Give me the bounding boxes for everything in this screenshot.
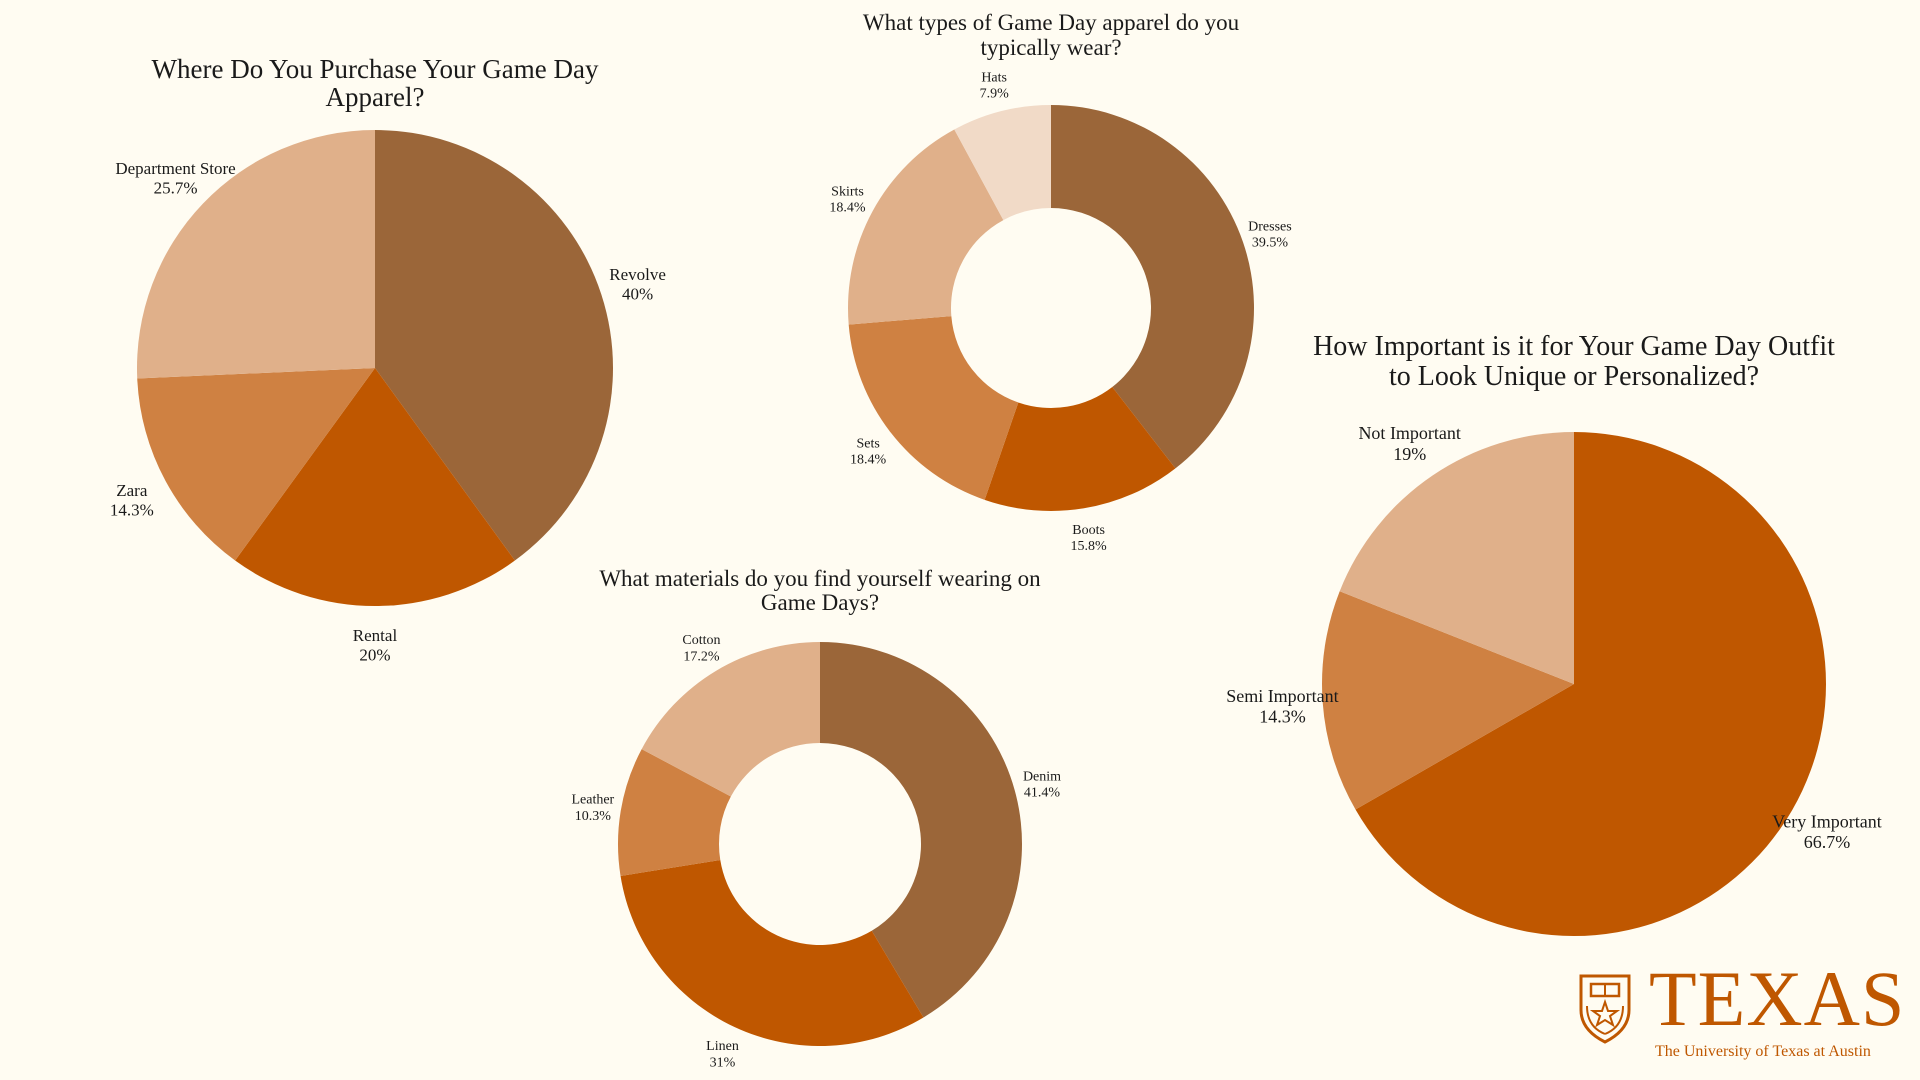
slice-label: Very Important	[1772, 811, 1881, 831]
slice-label: Boots	[1072, 523, 1105, 538]
ut-austin-logo: TEXAS The University of Texas at Austin	[1575, 960, 1905, 1068]
slice-value-label: 15.8%	[1071, 539, 1108, 554]
slice-value-label: 10.3%	[575, 809, 612, 824]
slice-label: Linen	[706, 1039, 739, 1054]
slice-leather	[618, 749, 731, 876]
chart-title-line: Apparel?	[326, 82, 425, 112]
purchase-location-pie-chart: Where Do You Purchase Your Game DayAppar…	[110, 54, 666, 665]
slice-hats	[954, 105, 1051, 221]
slice-label: Zara	[116, 481, 148, 500]
slice-very-important	[1355, 432, 1827, 937]
slice-value-label: 39.5%	[1252, 236, 1289, 251]
slice-cotton	[641, 642, 820, 797]
slice-label: Skirts	[831, 184, 864, 199]
chart-title-line: What materials do you find yourself wear…	[599, 566, 1041, 591]
slice-rental	[235, 368, 515, 606]
slice-label: Not Important	[1358, 423, 1460, 443]
chart-title-line: Where Do You Purchase Your Game Day	[152, 54, 599, 84]
chart-title-line: to Look Unique or Personalized?	[1389, 361, 1759, 392]
slice-label: Denim	[1023, 769, 1061, 784]
materials-donut-chart: What materials do you find yourself wear…	[571, 566, 1061, 1070]
slice-semi-important	[1322, 591, 1574, 810]
uniqueness-importance-pie-chart: How Important is it for Your Game Day Ou…	[1226, 331, 1882, 937]
slice-zara	[137, 368, 375, 561]
slice-value-label: 31%	[710, 1055, 736, 1070]
slice-value-label: 18.4%	[850, 453, 887, 468]
slice-not-important	[1339, 432, 1574, 684]
slice-value-label: 20%	[359, 646, 390, 665]
slice-value-label: 40%	[622, 284, 653, 303]
chart-title-line: What types of Game Day apparel do you	[863, 10, 1240, 35]
chart-title-line: How Important is it for Your Game Day Ou…	[1313, 331, 1835, 362]
slice-label: Sets	[856, 436, 879, 451]
ut-seal-icon	[1579, 974, 1631, 1044]
logo-wordmark: TEXAS	[1649, 955, 1906, 1042]
slice-label: Cotton	[682, 633, 720, 648]
slice-sets	[848, 316, 1019, 500]
logo-subtitle: The University of Texas at Austin	[1655, 1043, 1871, 1060]
slice-label: Department Store	[115, 159, 235, 178]
slice-skirts	[848, 129, 1004, 325]
slice-department-store	[137, 130, 375, 379]
slice-value-label: 19%	[1393, 444, 1426, 464]
chart-title-line: Game Days?	[761, 590, 879, 615]
slice-value-label: 25.7%	[154, 179, 198, 198]
slice-value-label: 7.9%	[980, 86, 1010, 101]
apparel-types-donut-chart: What types of Game Day apparel do youtyp…	[829, 10, 1291, 554]
chart-title-line: typically wear?	[980, 35, 1121, 60]
slice-dresses	[1051, 105, 1254, 469]
slice-boots	[984, 387, 1176, 511]
slice-value-label: 41.4%	[1024, 786, 1061, 801]
slice-revolve	[375, 130, 614, 561]
slice-label: Semi Important	[1226, 686, 1338, 706]
slice-label: Dresses	[1248, 220, 1292, 235]
slice-label: Hats	[981, 70, 1007, 85]
slice-value-label: 17.2%	[683, 649, 720, 664]
slice-denim	[820, 642, 1022, 1018]
slice-label: Rental	[353, 626, 398, 645]
slice-value-label: 18.4%	[829, 200, 866, 215]
slice-value-label: 14.3%	[1259, 707, 1306, 727]
slice-value-label: 66.7%	[1804, 832, 1851, 852]
slice-label: Revolve	[609, 265, 666, 284]
slice-value-label: 14.3%	[110, 500, 154, 519]
slice-linen	[620, 859, 924, 1046]
slice-label: Leather	[571, 793, 614, 808]
